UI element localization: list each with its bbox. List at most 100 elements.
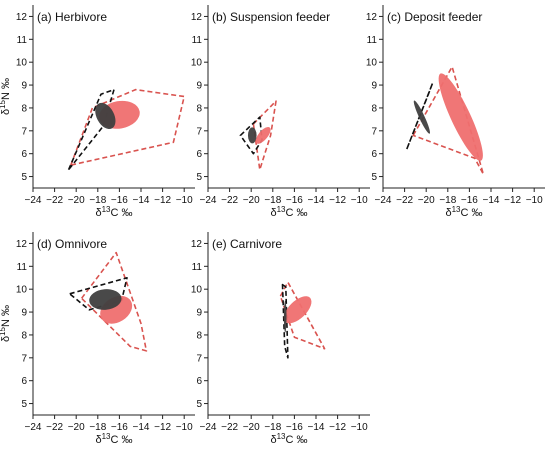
y-tick-label: 12: [366, 12, 378, 23]
x-tick-label: −20: [418, 195, 435, 206]
y-tick-label: 10: [191, 58, 203, 69]
x-tick-label: −12: [329, 422, 346, 433]
x-tick-label: −10: [176, 422, 193, 433]
ellipse-2: [283, 296, 312, 324]
panel-1: −24 −22 −20 −18 −16 −14 −12 −10 5 6 7 8 9 10 11 12 (b) S…: [191, 5, 370, 219]
x-tick-label: −16: [286, 195, 303, 206]
ellipse-2: [438, 73, 483, 161]
y-tick-label: 6: [196, 149, 202, 160]
x-axis-label: δ13C ‰: [95, 205, 132, 220]
y-tick-label: 10: [16, 58, 28, 69]
y-tick-label: 8: [21, 330, 27, 341]
x-tick-label: −24: [25, 422, 42, 433]
x-tick-label: −24: [200, 422, 217, 433]
hull-1: [67, 88, 115, 171]
y-tick-label: 7: [196, 353, 202, 364]
y-tick-label: 7: [196, 126, 202, 137]
y-tick-label: 5: [196, 172, 202, 183]
x-tick-label: −22: [221, 422, 238, 433]
y-tick-label: 6: [21, 376, 27, 387]
x-tick-label: −14: [133, 195, 150, 206]
hull-0: [252, 100, 277, 171]
x-tick-label: −14: [308, 195, 325, 206]
x-tick-label: −12: [154, 422, 171, 433]
y-tick-label: 9: [21, 81, 27, 92]
y-tick-label: 6: [21, 149, 27, 160]
y-tick-label: 7: [371, 126, 377, 137]
x-axis-label: δ13C ‰: [445, 205, 482, 220]
y-tick-label: 9: [196, 81, 202, 92]
y-tick-label: 9: [371, 81, 377, 92]
panel-0: −24 −22 −20 −18 −16 −14 −12 −10 5 6 7 8 9 10 11 12 (a) H…: [0, 5, 195, 219]
y-tick-label: 9: [21, 308, 27, 319]
y-tick-label: 11: [17, 35, 28, 46]
y-tick-label: 5: [196, 399, 202, 410]
y-tick-label: 12: [16, 239, 28, 250]
y-tick-label: 12: [191, 12, 203, 23]
x-tick-label: −14: [308, 422, 325, 433]
ellipse-3: [247, 127, 257, 144]
x-tick-label: −20: [68, 195, 85, 206]
x-tick-label: −12: [154, 195, 171, 206]
hull-0: [80, 251, 148, 352]
panel-2: −24 −22 −20 −18 −16 −14 −12 −10 5 6 7 8 9 10 11 12 (c) D…: [366, 5, 545, 219]
x-tick-label: −20: [68, 422, 85, 433]
y-tick-label: 11: [192, 35, 203, 46]
x-tick-label: −18: [439, 195, 456, 206]
y-tick-label: 6: [371, 149, 377, 160]
y-tick-label: 8: [21, 103, 27, 114]
x-tick-label: −10: [351, 195, 368, 206]
x-tick-label: −12: [329, 195, 346, 206]
y-tick-label: 8: [371, 103, 377, 114]
y-tick-label: 12: [191, 239, 203, 250]
ellipse-3: [89, 289, 122, 310]
y-tick-label: 10: [16, 285, 28, 296]
y-axis-label: δ15N ‰: [0, 305, 12, 342]
x-tick-label: −18: [264, 195, 281, 206]
x-tick-label: −20: [243, 195, 260, 206]
panel-title: (b) Suspension feeder: [212, 10, 330, 24]
y-tick-label: 8: [196, 103, 202, 114]
x-tick-label: −18: [264, 422, 281, 433]
x-axis-label: δ13C ‰: [95, 432, 132, 447]
panel-title: (e) Carnivore: [212, 237, 282, 251]
panel-3: −24 −22 −20 −18 −16 −14 −12 −10 5 6 7 8 9 10 11 12 (d) O…: [0, 232, 195, 446]
x-tick-label: −14: [133, 422, 150, 433]
x-axis-label: δ13C ‰: [270, 432, 307, 447]
panel-title: (d) Omnivore: [37, 237, 107, 251]
ellipse-3: [413, 100, 430, 134]
x-tick-label: −22: [221, 195, 238, 206]
y-tick-label: 7: [21, 126, 27, 137]
x-tick-label: −10: [351, 422, 368, 433]
x-tick-label: −16: [461, 195, 478, 206]
y-tick-label: 10: [191, 285, 203, 296]
x-tick-label: −24: [200, 195, 217, 206]
ellipse-3: [283, 300, 287, 333]
x-tick-label: −24: [375, 195, 392, 206]
x-tick-label: −24: [25, 195, 42, 206]
x-tick-label: −12: [504, 195, 521, 206]
x-axis-label: δ13C ‰: [270, 205, 307, 220]
y-tick-label: 11: [17, 262, 28, 273]
ellipse-2: [255, 126, 271, 144]
x-tick-label: −22: [396, 195, 413, 206]
x-tick-label: −16: [111, 195, 128, 206]
y-tick-label: 5: [21, 172, 27, 183]
y-tick-label: 8: [196, 330, 202, 341]
hull-1: [281, 283, 289, 359]
x-tick-label: −10: [176, 195, 193, 206]
x-tick-label: −20: [243, 422, 260, 433]
panel-title: (c) Deposit feeder: [387, 10, 482, 24]
x-tick-label: −16: [111, 422, 128, 433]
y-tick-label: 10: [366, 58, 378, 69]
x-tick-label: −10: [526, 195, 543, 206]
panel-4: −24 −22 −20 −18 −16 −14 −12 −10 5 6 7 8 9 10 11 12 (e) C…: [191, 232, 370, 446]
x-tick-label: −14: [483, 195, 500, 206]
y-tick-label: 5: [371, 172, 377, 183]
panel-title: (a) Herbivore: [37, 10, 107, 24]
y-axis-label: δ15N ‰: [0, 78, 12, 115]
y-tick-label: 11: [192, 262, 203, 273]
x-tick-label: −22: [46, 422, 63, 433]
y-tick-label: 9: [196, 308, 202, 319]
